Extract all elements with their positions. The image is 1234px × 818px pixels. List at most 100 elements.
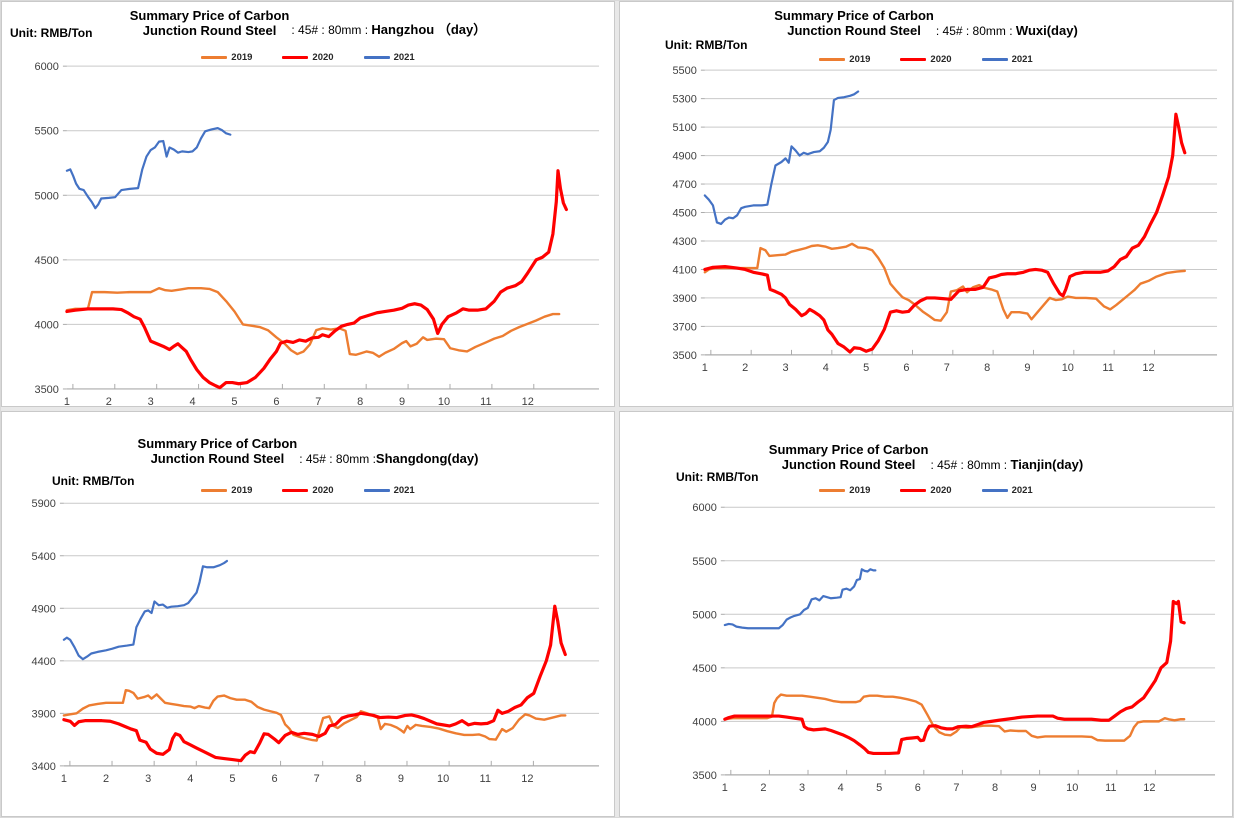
chart-panel-hangzhou: 3500 4000 4500 5000 5500 6000 1 2 3 4 5 6 7 8 9 10 11 12 … xyxy=(1,1,615,407)
x-tick-label: 9 xyxy=(1024,362,1030,374)
y-tick-label: 4400 xyxy=(31,656,55,668)
series-line-2021 xyxy=(703,90,860,226)
x-tick-label: 9 xyxy=(399,396,405,406)
legend-item-2021: 2021 xyxy=(981,54,1033,65)
legend-item-2021: 2021 xyxy=(363,52,415,63)
x-tick-label: 12 xyxy=(1143,782,1155,794)
y-tick-label: 4300 xyxy=(672,236,696,248)
legend-swatch-2021 xyxy=(981,58,1008,61)
unit-label: Unit: RMB/Ton xyxy=(676,470,759,484)
y-tick-label: 3500 xyxy=(672,350,696,362)
legend-swatch-2019 xyxy=(201,489,228,492)
legend: 2019 2020 2021 xyxy=(2,52,614,63)
x-tick-label: 12 xyxy=(522,396,534,406)
legend-item-2020: 2020 xyxy=(900,54,952,65)
x-tick-label: 4 xyxy=(190,396,196,406)
plot-area: 3500 3700 3900 4100 4300 4500 4700 4900 5100 5300… xyxy=(672,65,1218,374)
axis-labels: 3500 3700 3900 4100 4300 4500 4700 4900 5100 5300… xyxy=(672,65,1154,374)
x-tick-label: 8 xyxy=(984,362,990,374)
x-tick-label: 5 xyxy=(229,773,235,785)
legend-item-2019: 2019 xyxy=(201,485,252,496)
y-tick-label: 3400 xyxy=(31,761,55,773)
axes xyxy=(62,65,600,390)
x-tick-label: 9 xyxy=(398,773,404,785)
legend-swatch-2020 xyxy=(900,489,927,492)
legend-item-2020: 2020 xyxy=(900,485,952,496)
x-tick-label: 9 xyxy=(1031,782,1037,794)
y-tick-label: 6000 xyxy=(34,61,58,73)
legend-label: 2020 xyxy=(930,485,952,496)
x-tick-label: 7 xyxy=(953,782,959,794)
y-tick-label: 4700 xyxy=(672,179,696,191)
chart-panel-shangdong: 3400 3900 4400 4900 5400 5900 1 2 3 4 5 6 7 8 9 10 11 12 … xyxy=(1,411,615,817)
legend-swatch-2020 xyxy=(900,58,927,61)
x-tick-label: 7 xyxy=(314,773,320,785)
y-tick-label: 3500 xyxy=(692,770,716,782)
y-tick-label: 4900 xyxy=(31,603,55,615)
unit-label: Unit: RMB/Ton xyxy=(52,474,135,488)
unit-label: Unit: RMB/Ton xyxy=(10,26,93,40)
legend-item-2019: 2019 xyxy=(819,54,870,65)
x-tick-label: 3 xyxy=(782,362,788,374)
series-line-2021 xyxy=(723,568,877,630)
legend-swatch-2020 xyxy=(282,56,309,59)
series-line-2019 xyxy=(62,688,567,742)
series-line-2019 xyxy=(65,287,561,358)
y-tick-label: 4900 xyxy=(672,151,696,163)
series-line-2020 xyxy=(65,169,568,390)
legend-swatch-2019 xyxy=(819,489,846,492)
y-tick-label: 3700 xyxy=(672,321,696,333)
x-tick-label: 10 xyxy=(1066,782,1078,794)
legend-swatch-2021 xyxy=(363,56,390,59)
x-tick-label: 10 xyxy=(437,773,449,785)
x-tick-label: 6 xyxy=(272,773,278,785)
y-tick-label: 5000 xyxy=(34,190,58,202)
series-line-2019 xyxy=(703,242,1186,322)
y-tick-label: 4500 xyxy=(672,208,696,220)
x-tick-label: 8 xyxy=(357,396,363,406)
series-line-2020 xyxy=(62,604,567,763)
legend-label: 2019 xyxy=(231,485,253,496)
x-tick-label: 3 xyxy=(148,396,154,406)
y-tick-label: 5100 xyxy=(672,122,696,134)
x-tick-label: 3 xyxy=(145,773,151,785)
y-tick-label: 4100 xyxy=(672,264,696,276)
x-tick-label: 1 xyxy=(61,773,67,785)
legend-swatch-2021 xyxy=(363,489,390,492)
legend-item-2019: 2019 xyxy=(819,485,870,496)
series-line-2020 xyxy=(703,112,1187,354)
x-tick-label: 5 xyxy=(231,396,237,406)
x-tick-label: 5 xyxy=(876,782,882,794)
legend-label: 2021 xyxy=(1011,54,1033,65)
legend-label: 2020 xyxy=(930,54,952,65)
legend-swatch-2021 xyxy=(981,489,1008,492)
legend-label: 2021 xyxy=(393,485,415,496)
x-tick-label: 12 xyxy=(521,773,533,785)
legend-item-2021: 2021 xyxy=(363,485,415,496)
unit-label: Unit: RMB/Ton xyxy=(665,38,748,52)
y-tick-label: 4500 xyxy=(692,663,716,675)
gridlines xyxy=(66,65,600,325)
legend-swatch-2019 xyxy=(201,56,228,59)
x-tick-label: 6 xyxy=(915,782,921,794)
x-tick-label: 1 xyxy=(702,362,708,374)
x-tick-label: 3 xyxy=(799,782,805,794)
x-tick-label: 10 xyxy=(438,396,450,406)
y-tick-label: 6000 xyxy=(692,502,716,514)
legend: 2019 2020 2021 xyxy=(620,54,1232,65)
x-tick-label: 6 xyxy=(273,396,279,406)
chart-panel-wuxi: 3500 3700 3900 4100 4300 4500 4700 4900 5100 5300… xyxy=(619,1,1233,407)
y-tick-label: 4000 xyxy=(692,716,716,728)
x-tick-label: 1 xyxy=(64,396,70,406)
x-tick-label: 8 xyxy=(356,773,362,785)
series-line-2021 xyxy=(62,559,229,661)
axes xyxy=(700,69,1218,356)
legend: 2019 2020 2021 xyxy=(2,485,614,496)
x-tick-label: 10 xyxy=(1062,362,1074,374)
y-tick-label: 5000 xyxy=(692,609,716,621)
legend-swatch-2020 xyxy=(282,489,309,492)
